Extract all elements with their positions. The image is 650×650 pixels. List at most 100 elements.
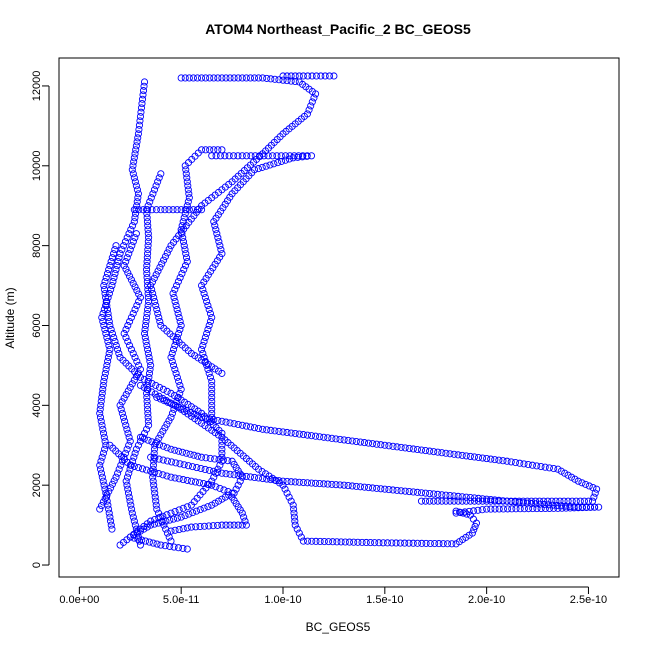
data-point — [115, 349, 123, 357]
data-point — [150, 449, 158, 457]
data-point — [100, 305, 108, 314]
data-point — [308, 98, 316, 106]
data-point — [145, 538, 153, 546]
data-point — [470, 526, 478, 534]
data-point — [163, 529, 171, 537]
x-tick-label: 1.0e-10 — [264, 594, 301, 606]
data-point — [199, 341, 207, 350]
data-point — [495, 505, 503, 513]
data-point — [591, 503, 599, 511]
data-point — [491, 505, 499, 513]
data-point — [214, 211, 222, 219]
data-point — [202, 454, 210, 462]
data-point — [545, 464, 553, 472]
data-point — [159, 442, 167, 450]
data-point — [177, 385, 185, 393]
data-point — [246, 473, 254, 481]
data-point — [154, 178, 162, 186]
data-point — [124, 485, 132, 493]
data-point — [103, 333, 111, 342]
data-point — [197, 74, 206, 82]
data-point — [191, 478, 199, 486]
data-point — [340, 436, 348, 444]
data-point — [143, 523, 151, 531]
data-point — [487, 495, 495, 504]
data-point — [136, 117, 144, 125]
data-point — [151, 390, 159, 398]
data-point — [159, 512, 167, 520]
data-point — [143, 274, 151, 282]
data-point — [129, 513, 137, 521]
data-point — [182, 170, 190, 178]
data-point — [409, 488, 417, 496]
data-point — [373, 484, 381, 492]
data-point — [294, 152, 303, 160]
data-point — [134, 441, 142, 449]
data-point — [131, 214, 139, 222]
data-point — [121, 449, 130, 457]
data-point — [279, 428, 287, 436]
data-point — [204, 271, 212, 279]
data-point — [297, 533, 305, 541]
data-point — [175, 506, 183, 514]
data-point — [218, 74, 226, 82]
data-point — [218, 521, 226, 529]
data-point — [147, 453, 155, 461]
data-point — [439, 540, 447, 548]
data-point — [421, 497, 430, 505]
data-point — [167, 537, 175, 545]
data-point — [127, 313, 135, 322]
data-point — [141, 333, 149, 342]
data-point — [107, 521, 115, 529]
data-point — [152, 271, 160, 279]
data-point — [131, 305, 139, 314]
data-point — [170, 293, 178, 302]
data-point — [140, 78, 149, 86]
data-point — [96, 409, 104, 417]
data-point — [269, 152, 277, 160]
data-point — [250, 74, 259, 82]
data-point — [458, 451, 466, 459]
data-point — [146, 198, 154, 206]
data-point — [124, 337, 132, 346]
data-point — [143, 341, 151, 350]
data-point — [125, 441, 133, 449]
data-point — [205, 522, 213, 530]
data-point — [251, 152, 259, 160]
data-point — [291, 517, 299, 525]
data-point — [108, 282, 116, 290]
data-point — [173, 514, 181, 522]
data-point — [279, 76, 287, 84]
data-point — [222, 418, 230, 426]
data-point — [110, 274, 118, 282]
data-point — [184, 182, 192, 190]
data-point — [516, 505, 524, 513]
data-point — [283, 477, 291, 486]
data-point — [181, 262, 190, 270]
data-point — [156, 263, 164, 271]
data-point — [171, 446, 179, 454]
data-point — [442, 491, 450, 499]
data-point — [435, 540, 443, 548]
data-point — [417, 446, 426, 454]
data-point — [143, 210, 151, 218]
data-point — [128, 242, 136, 250]
data-point — [175, 475, 183, 483]
data-point — [307, 102, 315, 110]
data-point — [328, 480, 336, 488]
data-point — [213, 521, 222, 529]
data-point — [413, 488, 421, 496]
data-point — [179, 544, 187, 552]
data-point — [272, 477, 280, 485]
data-point — [138, 100, 146, 108]
data-point — [197, 345, 206, 353]
data-point — [369, 440, 377, 448]
data-point — [135, 297, 143, 306]
data-point — [183, 545, 191, 553]
data-point — [106, 513, 114, 521]
data-point — [106, 262, 114, 270]
data-point — [130, 218, 138, 226]
data-point — [146, 365, 154, 373]
data-point — [495, 496, 503, 504]
